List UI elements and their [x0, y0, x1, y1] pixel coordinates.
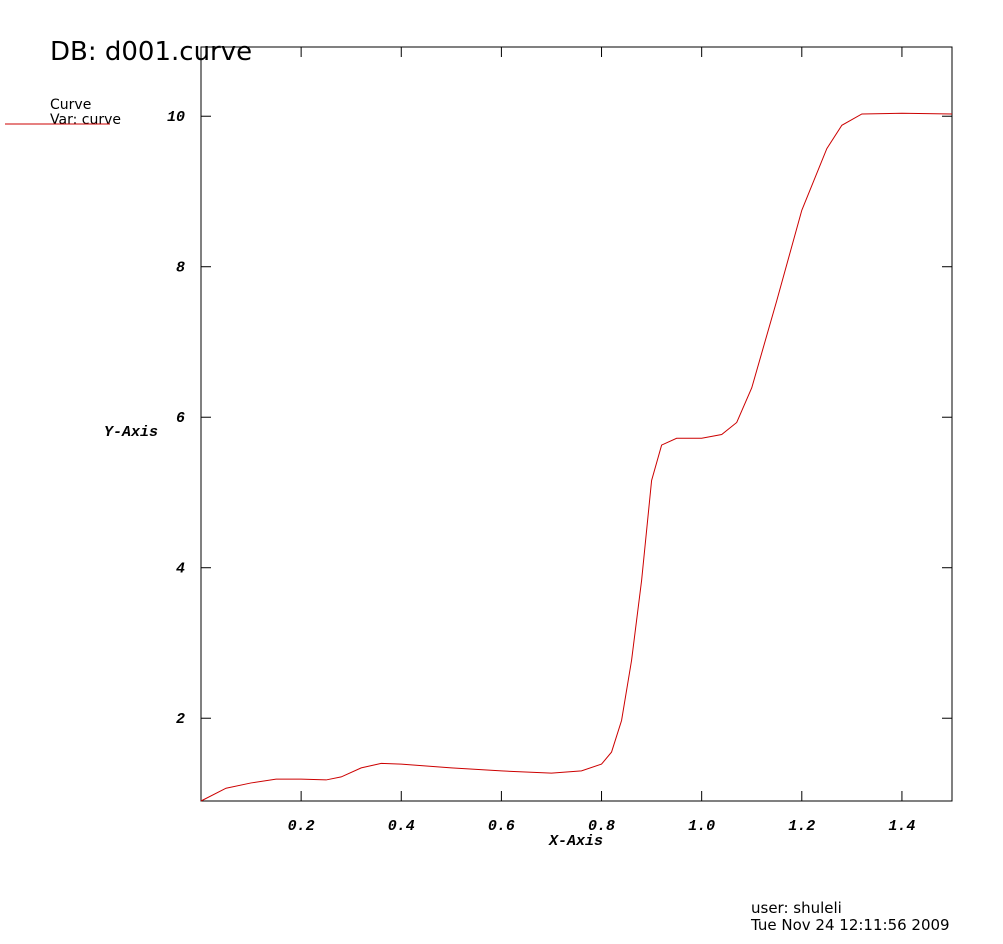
y-axis-label: Y-Axis — [104, 424, 158, 441]
footer-user: user: shuleli — [751, 899, 842, 917]
x-tick-label: 1.2 — [788, 818, 815, 835]
y-tick-label: 10 — [167, 109, 185, 126]
footer-date: Tue Nov 24 12:11:56 2009 — [750, 916, 950, 934]
legend-subtitle: Var: curve — [50, 112, 121, 128]
x-tick-label: 0.8 — [588, 818, 615, 835]
x-axis-label: X-Axis — [548, 833, 603, 850]
legend-title: Curve — [50, 97, 91, 113]
y-tick-label: 6 — [176, 410, 185, 427]
curve — [200, 112, 953, 802]
x-tick-label: 0.4 — [388, 818, 415, 835]
y-tick-label: 8 — [176, 260, 185, 277]
chart-title: DB: d001.curve — [50, 37, 252, 67]
x-tick-label: 1.0 — [688, 818, 715, 835]
y-tick-label: 4 — [176, 561, 185, 578]
x-tick-label: 0.6 — [488, 818, 515, 835]
x-tick-label: 1.4 — [888, 818, 915, 835]
x-tick-label: 0.2 — [288, 818, 315, 835]
y-tick-label: 2 — [176, 711, 185, 728]
plot-frame — [200, 46, 953, 802]
